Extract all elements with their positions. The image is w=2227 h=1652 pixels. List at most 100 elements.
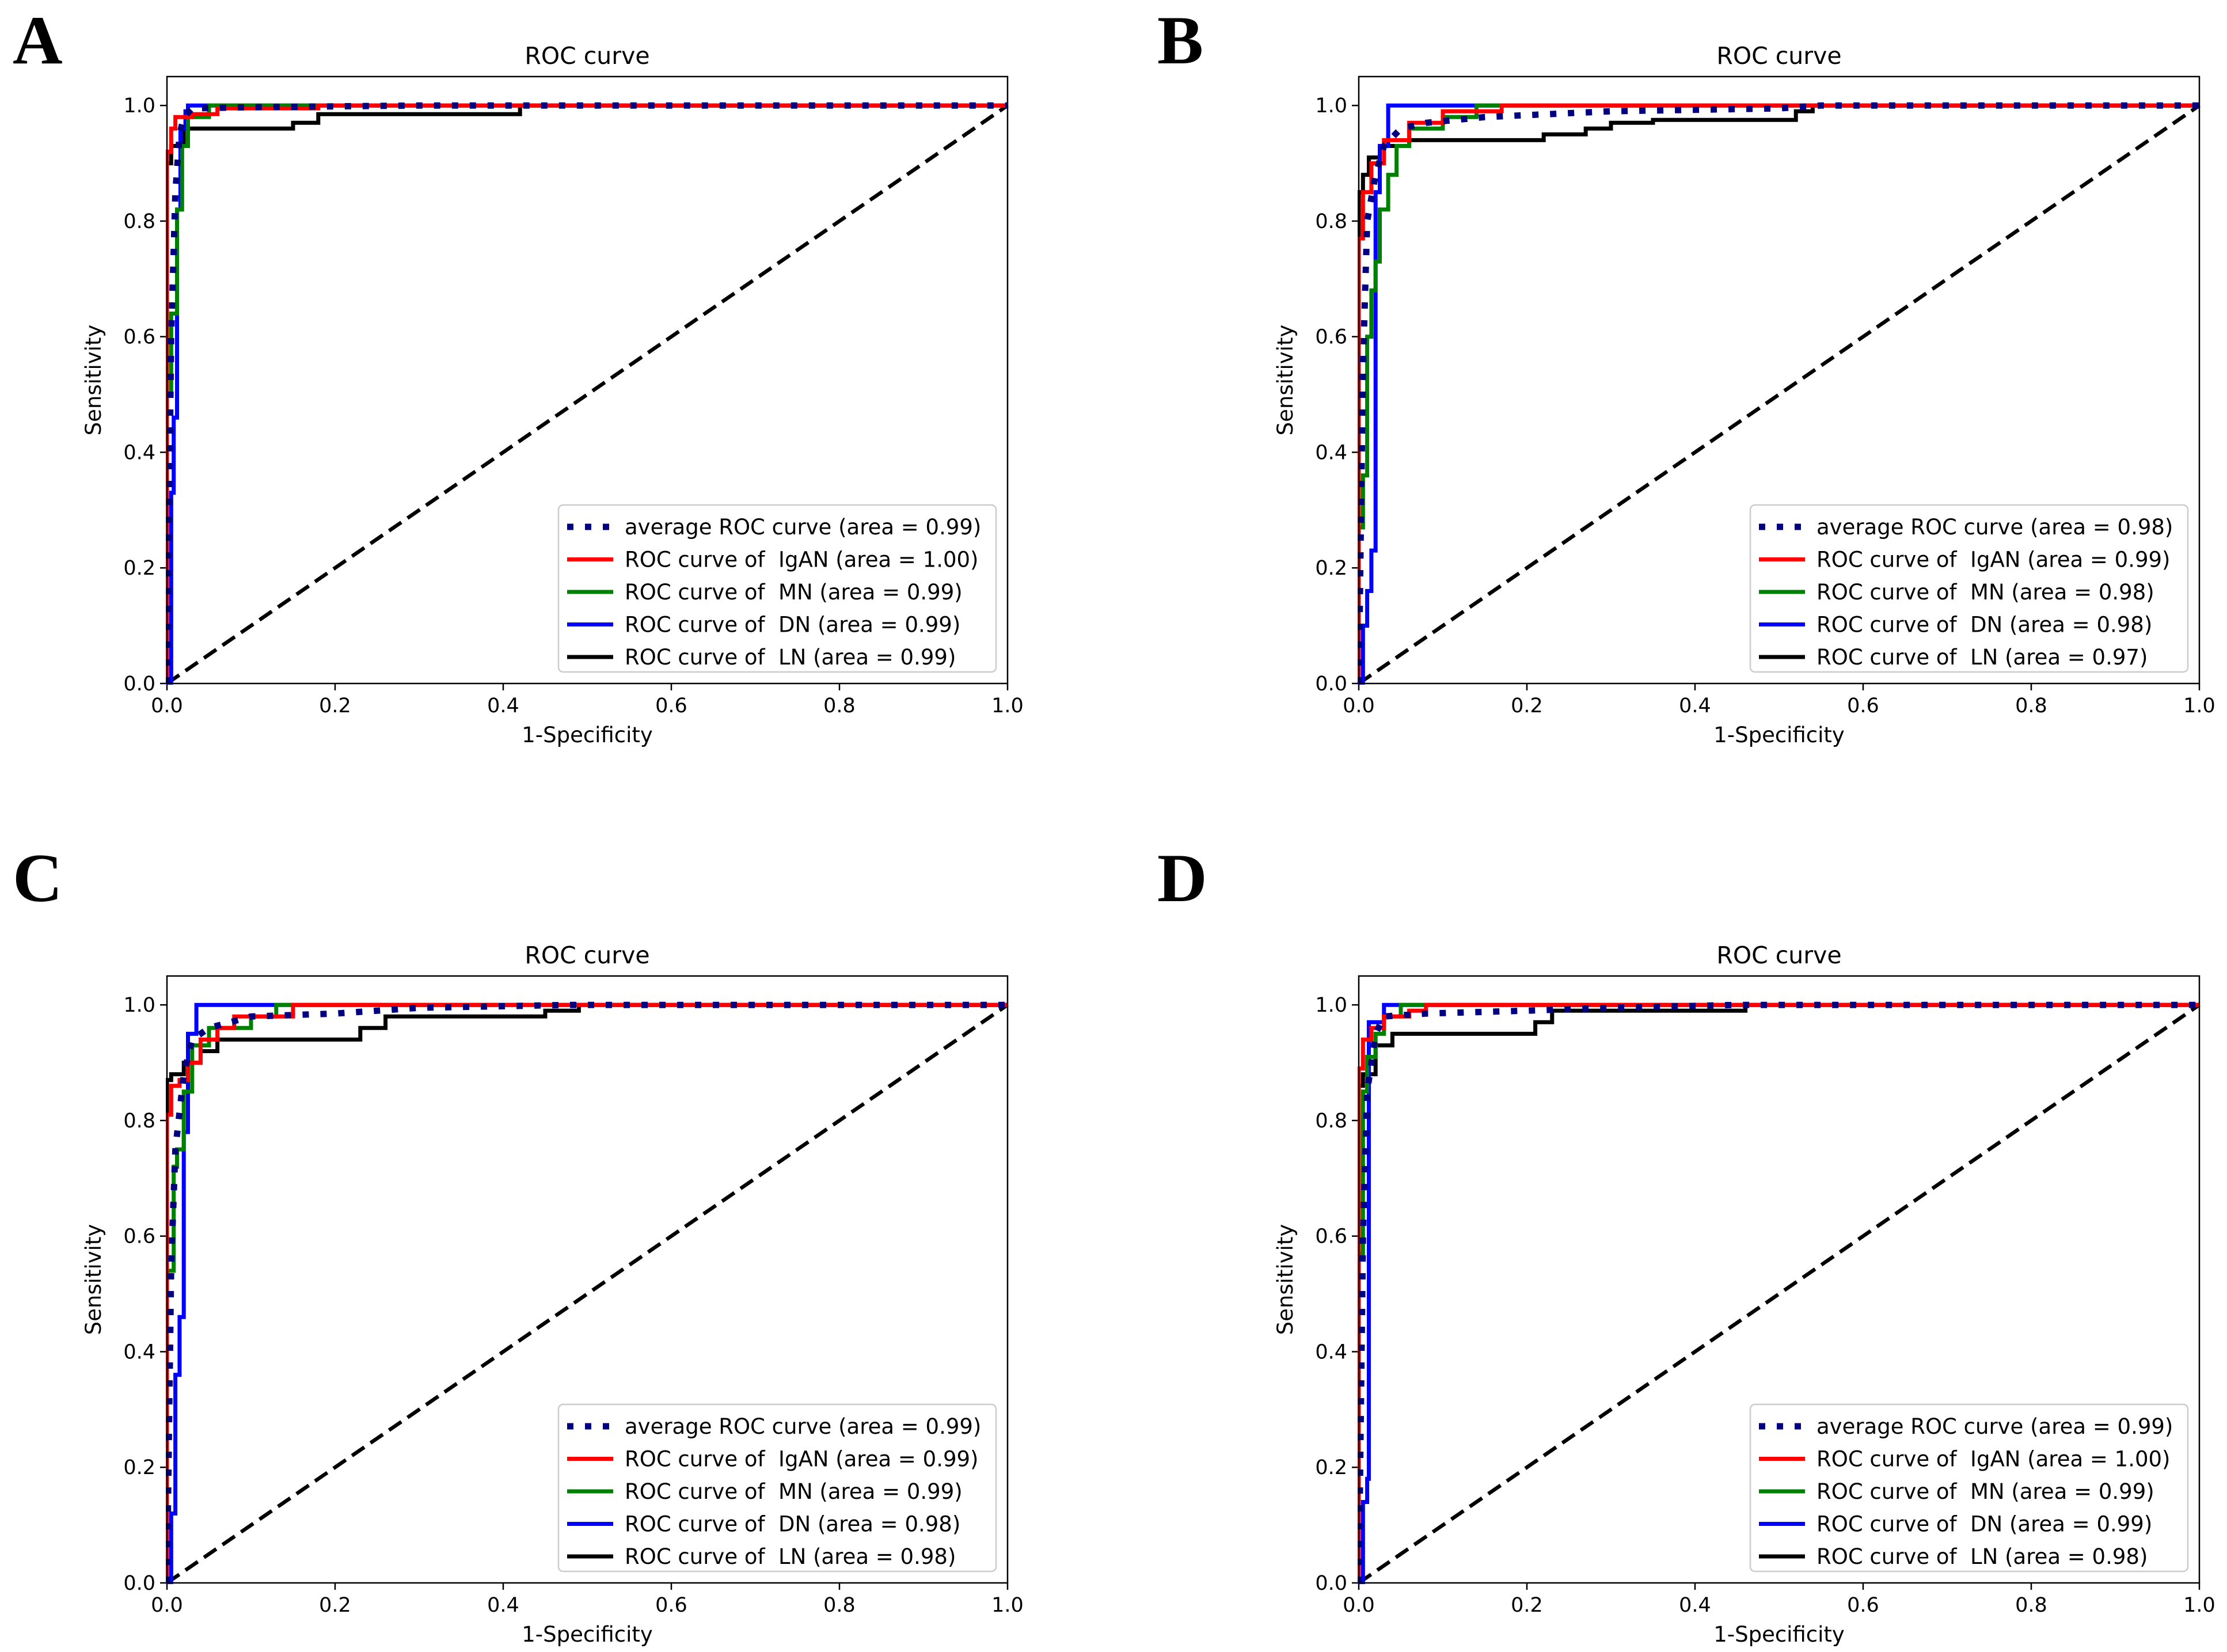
series-line-average — [166, 102, 1008, 684]
y-tick-label: 0.8 — [1315, 1110, 1347, 1133]
y-axis-label: Sensitivity — [1273, 1224, 1298, 1335]
series-line-ln — [166, 103, 1008, 683]
legend-entry: average ROC curve (area = 0.99) — [625, 1414, 981, 1439]
plot-frame — [1358, 75, 2201, 685]
series-line-average — [1358, 102, 2199, 684]
series-line-igan — [1358, 103, 2199, 683]
legend-box — [1749, 1403, 2189, 1573]
x-tick-label: 0.2 — [319, 1594, 351, 1617]
y-axis-label: Sensitivity — [81, 1224, 106, 1335]
series-line-average — [166, 1001, 1008, 1583]
x-tick-label: 0.4 — [487, 694, 519, 717]
chart-title: ROC curve — [1716, 941, 1841, 969]
legend: average ROC curve (area = 0.99) ROC curve… — [557, 504, 997, 673]
y-tick-label: 0.6 — [123, 1225, 155, 1248]
y-tick-label: 0.4 — [123, 1340, 155, 1364]
series-group — [1358, 102, 2201, 685]
legend-entry: ROC curve of DN (area = 0.99) — [1816, 1512, 2152, 1537]
diagonal-reference-line — [1358, 1003, 2201, 1584]
x-tick-label: 1.0 — [2183, 694, 2215, 717]
x-tick-label: 0.4 — [1679, 694, 1711, 717]
series-line-ln — [1358, 103, 2199, 683]
x-tick-label: 0.4 — [487, 1594, 519, 1617]
x-tick-label: 1.0 — [991, 694, 1024, 717]
plot-frame — [166, 975, 1009, 1584]
legend-entry: ROC curve of MN (area = 0.99) — [625, 580, 963, 605]
series-line-igan — [166, 103, 1008, 683]
legend-entry: ROC curve of MN (area = 0.99) — [625, 1479, 963, 1504]
diagonal-reference-line — [166, 1003, 1009, 1584]
x-tick-label: 0.2 — [1511, 1594, 1543, 1617]
axis-ticks: 0.0 0.2 0.4 0.6 0.8 1.0 0.0 0.2 0.4 0.6 0.8 1.0 — [123, 94, 1024, 717]
y-tick-label: 0.4 — [1315, 1340, 1347, 1364]
x-tick-label: 0.6 — [655, 694, 687, 717]
diagonal-reference-line — [1358, 104, 2201, 685]
axis-ticks: 0.0 0.2 0.4 0.6 0.8 1.0 0.0 0.2 0.4 0.6 0.8 1.0 — [1315, 94, 2215, 717]
y-tick-label: 0.2 — [1315, 557, 1347, 580]
x-tick-label: 0.6 — [655, 1594, 687, 1617]
y-tick-label: 0.0 — [1315, 1572, 1347, 1595]
legend-box — [1749, 504, 2189, 673]
x-tick-label: 0.2 — [319, 694, 351, 717]
series-line-average — [1358, 1001, 2199, 1583]
series-line-ln — [1358, 1002, 2199, 1583]
y-tick-label: 0.8 — [1315, 210, 1347, 233]
x-axis-label: 1-Specificity — [1713, 723, 1845, 747]
y-tick-label: 0.4 — [123, 441, 155, 464]
legend-entry: ROC curve of DN (area = 0.98) — [1816, 613, 2152, 637]
x-tick-label: 0.6 — [1847, 1594, 1879, 1617]
legend-entry: ROC curve of IgAN (area = 1.00) — [625, 548, 978, 572]
legend-entry: average ROC curve (area = 0.98) — [1816, 515, 2173, 540]
y-tick-label: 0.0 — [1315, 673, 1347, 696]
y-tick-label: 0.2 — [123, 1456, 155, 1479]
chart-title: ROC curve — [1716, 42, 1841, 70]
legend-entry: ROC curve of IgAN (area = 1.00) — [1816, 1447, 2170, 1472]
series-line-dn — [167, 1002, 1008, 1584]
legend-entry: ROC curve of DN (area = 0.99) — [625, 613, 960, 637]
x-tick-label: 0.8 — [823, 694, 856, 717]
legend-entry: ROC curve of IgAN (area = 0.99) — [1816, 548, 2170, 572]
y-tick-label: 0.6 — [1315, 1225, 1347, 1248]
x-tick-label: 0.0 — [1343, 1594, 1375, 1617]
legend: average ROC curve (area = 0.99) ROC curve… — [557, 1403, 997, 1573]
legend-box — [557, 1403, 997, 1573]
panel-letter: D — [1157, 840, 1207, 916]
axis-ticks: 0.0 0.2 0.4 0.6 0.8 1.0 0.0 0.2 0.4 0.6 0.8 1.0 — [1315, 994, 2215, 1617]
legend-entry: average ROC curve (area = 0.99) — [625, 515, 981, 540]
series-group — [166, 1001, 1009, 1584]
y-tick-label: 0.2 — [1315, 1456, 1347, 1479]
legend-box — [557, 504, 997, 673]
legend-entry: average ROC curve (area = 0.99) — [1816, 1414, 2173, 1439]
y-tick-label: 0.8 — [123, 210, 155, 233]
legend-entry: ROC curve of IgAN (area = 0.99) — [625, 1447, 978, 1472]
y-axis-label: Sensitivity — [81, 325, 106, 436]
y-tick-label: 0.8 — [123, 1110, 155, 1133]
x-tick-label: 0.0 — [1343, 694, 1375, 717]
panel-b: B ROC curve 0.0 0.2 0.4 0.6 0.8 1.0 0.0 0.2 0.4 0.6… — [1157, 2, 2215, 747]
panel-letter: A — [13, 2, 63, 78]
x-tick-label: 0.8 — [823, 1594, 856, 1617]
series-group — [166, 102, 1009, 685]
y-tick-label: 0.4 — [1315, 441, 1347, 464]
axis-ticks: 0.0 0.2 0.4 0.6 0.8 1.0 0.0 0.2 0.4 0.6 0.8 1.0 — [123, 994, 1024, 1617]
series-group — [1358, 1001, 2201, 1584]
y-tick-label: 1.0 — [123, 94, 155, 117]
x-tick-label: 0.6 — [1847, 694, 1879, 717]
legend-entry: ROC curve of MN (area = 0.98) — [1816, 580, 2154, 605]
legend-entry: ROC curve of LN (area = 0.97) — [1816, 645, 2148, 670]
legend-entry: ROC curve of MN (area = 0.99) — [1816, 1479, 2154, 1504]
panel-letter: C — [13, 840, 63, 916]
panel-a: A ROC curve 0.0 0.2 0.4 0.6 0.8 1.0 0.0 0.2 0.4 0.6… — [13, 2, 1024, 747]
legend: average ROC curve (area = 0.98) ROC curve… — [1749, 504, 2189, 673]
y-tick-label: 0.6 — [1315, 326, 1347, 349]
y-tick-label: 1.0 — [123, 994, 155, 1017]
x-tick-label: 0.2 — [1511, 694, 1543, 717]
legend-entry: ROC curve of LN (area = 0.98) — [625, 1544, 956, 1569]
x-tick-label: 0.0 — [151, 1594, 183, 1617]
panel-d: D ROC curve 0.0 0.2 0.4 0.6 0.8 1.0 0.0 0.2 0.4 0.6… — [1157, 840, 2215, 1647]
legend-entry: ROC curve of LN (area = 0.98) — [1816, 1544, 2148, 1569]
x-tick-label: 0.8 — [2015, 694, 2047, 717]
plot-frame — [1358, 975, 2201, 1584]
x-axis-label: 1-Specificity — [522, 1622, 653, 1647]
x-tick-label: 1.0 — [2183, 1594, 2215, 1617]
